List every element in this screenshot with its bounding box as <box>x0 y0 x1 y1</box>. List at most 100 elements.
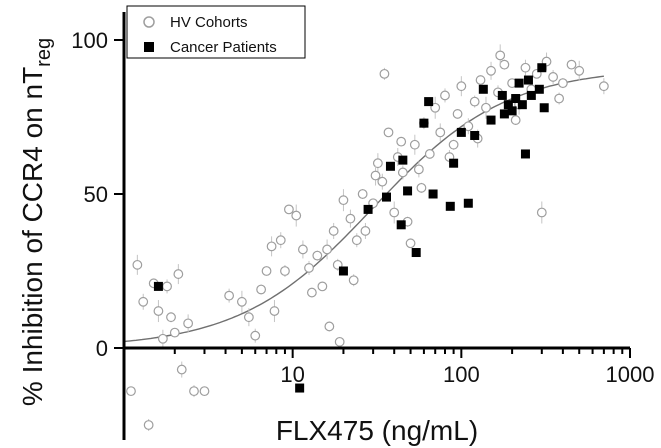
x-tick-label: 1000 <box>606 362 655 387</box>
cancer-patient-point <box>523 75 533 85</box>
x-ticks: 10 100 1000 <box>173 348 655 387</box>
hv-cohort-point <box>475 75 486 85</box>
hv-cohort-point <box>499 59 510 70</box>
x-tick-label: 100 <box>443 362 480 387</box>
cancer-patient-point <box>456 127 466 137</box>
hv-cohort-point <box>370 170 381 181</box>
hv-cohort-point <box>269 306 280 316</box>
legend: HV Cohorts Cancer Patients <box>126 5 306 59</box>
cancer-patient-point <box>419 118 429 128</box>
y-tick-label: 50 <box>84 182 108 207</box>
y-axis-title-sub: reg <box>33 38 55 67</box>
hv-cohort-point <box>334 336 345 347</box>
hv-cohort-point <box>452 109 463 119</box>
hv-cohort-point <box>280 266 290 276</box>
hv-cohort-point <box>566 59 577 70</box>
hv-cohort-point <box>448 139 459 150</box>
hv-cohort-point <box>345 213 356 224</box>
hv-cohort-point <box>312 250 323 261</box>
hv-cohort-point <box>495 50 506 61</box>
cancer-patient-point <box>295 383 305 393</box>
y-tick-label: 100 <box>71 28 108 53</box>
hv-cohort-point <box>351 235 362 246</box>
hv-cohort-point <box>554 93 565 104</box>
hv-cohort-point <box>409 139 420 150</box>
hv-cohort-point <box>389 207 400 218</box>
cancer-patient-point <box>486 115 496 125</box>
hv-cohort-point <box>383 127 394 138</box>
cancer-patient-point <box>381 192 391 202</box>
hv-cohort-point <box>338 195 349 206</box>
hv-cohort-point <box>189 386 199 397</box>
cancer-patient-point <box>338 266 348 276</box>
hv-cohort-point <box>348 275 359 286</box>
cancer-patient-point <box>503 100 513 110</box>
cancer-patient-point <box>463 198 473 208</box>
hv-cohort-point <box>183 318 194 329</box>
hv-cohort-point <box>396 136 407 147</box>
hv-cohort-point <box>372 158 383 169</box>
hv-cohort-point <box>317 281 328 292</box>
hv-cohort-point <box>291 210 302 221</box>
hv-cohort-point <box>424 149 435 159</box>
hv-cohort-point <box>224 290 235 301</box>
cancer-patient-point <box>470 130 480 140</box>
cancer-patient-point <box>403 186 413 196</box>
fit-curve <box>123 75 604 343</box>
cancer-patient-point <box>478 84 488 94</box>
hv-cohort-point <box>379 68 390 79</box>
hv-cohort-point <box>304 263 314 273</box>
hv-cohort-point <box>456 81 467 92</box>
hv-cohort-point <box>598 81 609 92</box>
y-ticks: 0 50 100 <box>71 28 124 361</box>
cancer-patient-point <box>514 78 524 88</box>
hv-cohort-point <box>162 281 172 292</box>
hv-cohort-point <box>405 238 416 249</box>
cancer-patients-layer <box>153 63 549 393</box>
cancer-patient-point <box>499 109 509 119</box>
hv-cohort-point <box>463 121 474 132</box>
hv-cohort-point <box>413 164 424 175</box>
cancer-patient-point <box>517 100 527 110</box>
hv-cohort-point <box>169 327 180 338</box>
legend-marker-hv-cohorts <box>143 16 155 28</box>
hv-cohort-point <box>153 306 164 316</box>
cancer-patient-point <box>424 97 434 107</box>
hv-cohort-point <box>284 204 294 215</box>
cancer-patient-point <box>520 149 530 159</box>
cancer-patient-point <box>526 90 536 100</box>
hv-cohort-point <box>481 102 491 113</box>
cancer-patient-point <box>497 90 507 100</box>
hv-cohort-point <box>377 176 388 187</box>
hv-cohort-point <box>557 78 568 89</box>
hv-cohort-point <box>548 72 558 82</box>
hv-cohort-point <box>298 244 308 255</box>
hv-cohort-point <box>322 244 332 255</box>
cancer-patient-point <box>445 201 455 211</box>
hv-cohort-point <box>435 127 446 138</box>
cancer-patient-point <box>411 248 421 258</box>
legend-marker-cancer-patients <box>144 42 154 52</box>
cancer-patient-point <box>428 189 438 199</box>
hv-cohort-point <box>176 364 187 375</box>
hv-cohort-point <box>261 266 272 276</box>
legend-label-hv-cohorts: HV Cohorts <box>170 14 248 31</box>
hv-cohort-point <box>173 269 184 279</box>
cancer-patient-point <box>398 155 408 165</box>
hv-cohort-point <box>306 287 317 298</box>
hv-cohort-point <box>143 420 154 430</box>
hv-cohort-point <box>324 321 335 332</box>
y-axis-title: % Inhibition of CCR4 on nTreg <box>17 38 55 406</box>
cancer-patient-point <box>153 281 163 291</box>
hv-cohort-point <box>126 386 136 397</box>
x-tick-label: 10 <box>280 362 304 387</box>
legend-box <box>126 5 306 59</box>
hv-cohort-point <box>416 182 427 193</box>
hv-cohort-point <box>536 207 547 218</box>
cancer-patient-point <box>507 106 517 116</box>
hv-cohort-point <box>266 241 277 252</box>
hv-cohort-point <box>360 226 371 236</box>
hv-cohort-point <box>397 167 408 178</box>
cancer-patient-point <box>537 63 547 73</box>
